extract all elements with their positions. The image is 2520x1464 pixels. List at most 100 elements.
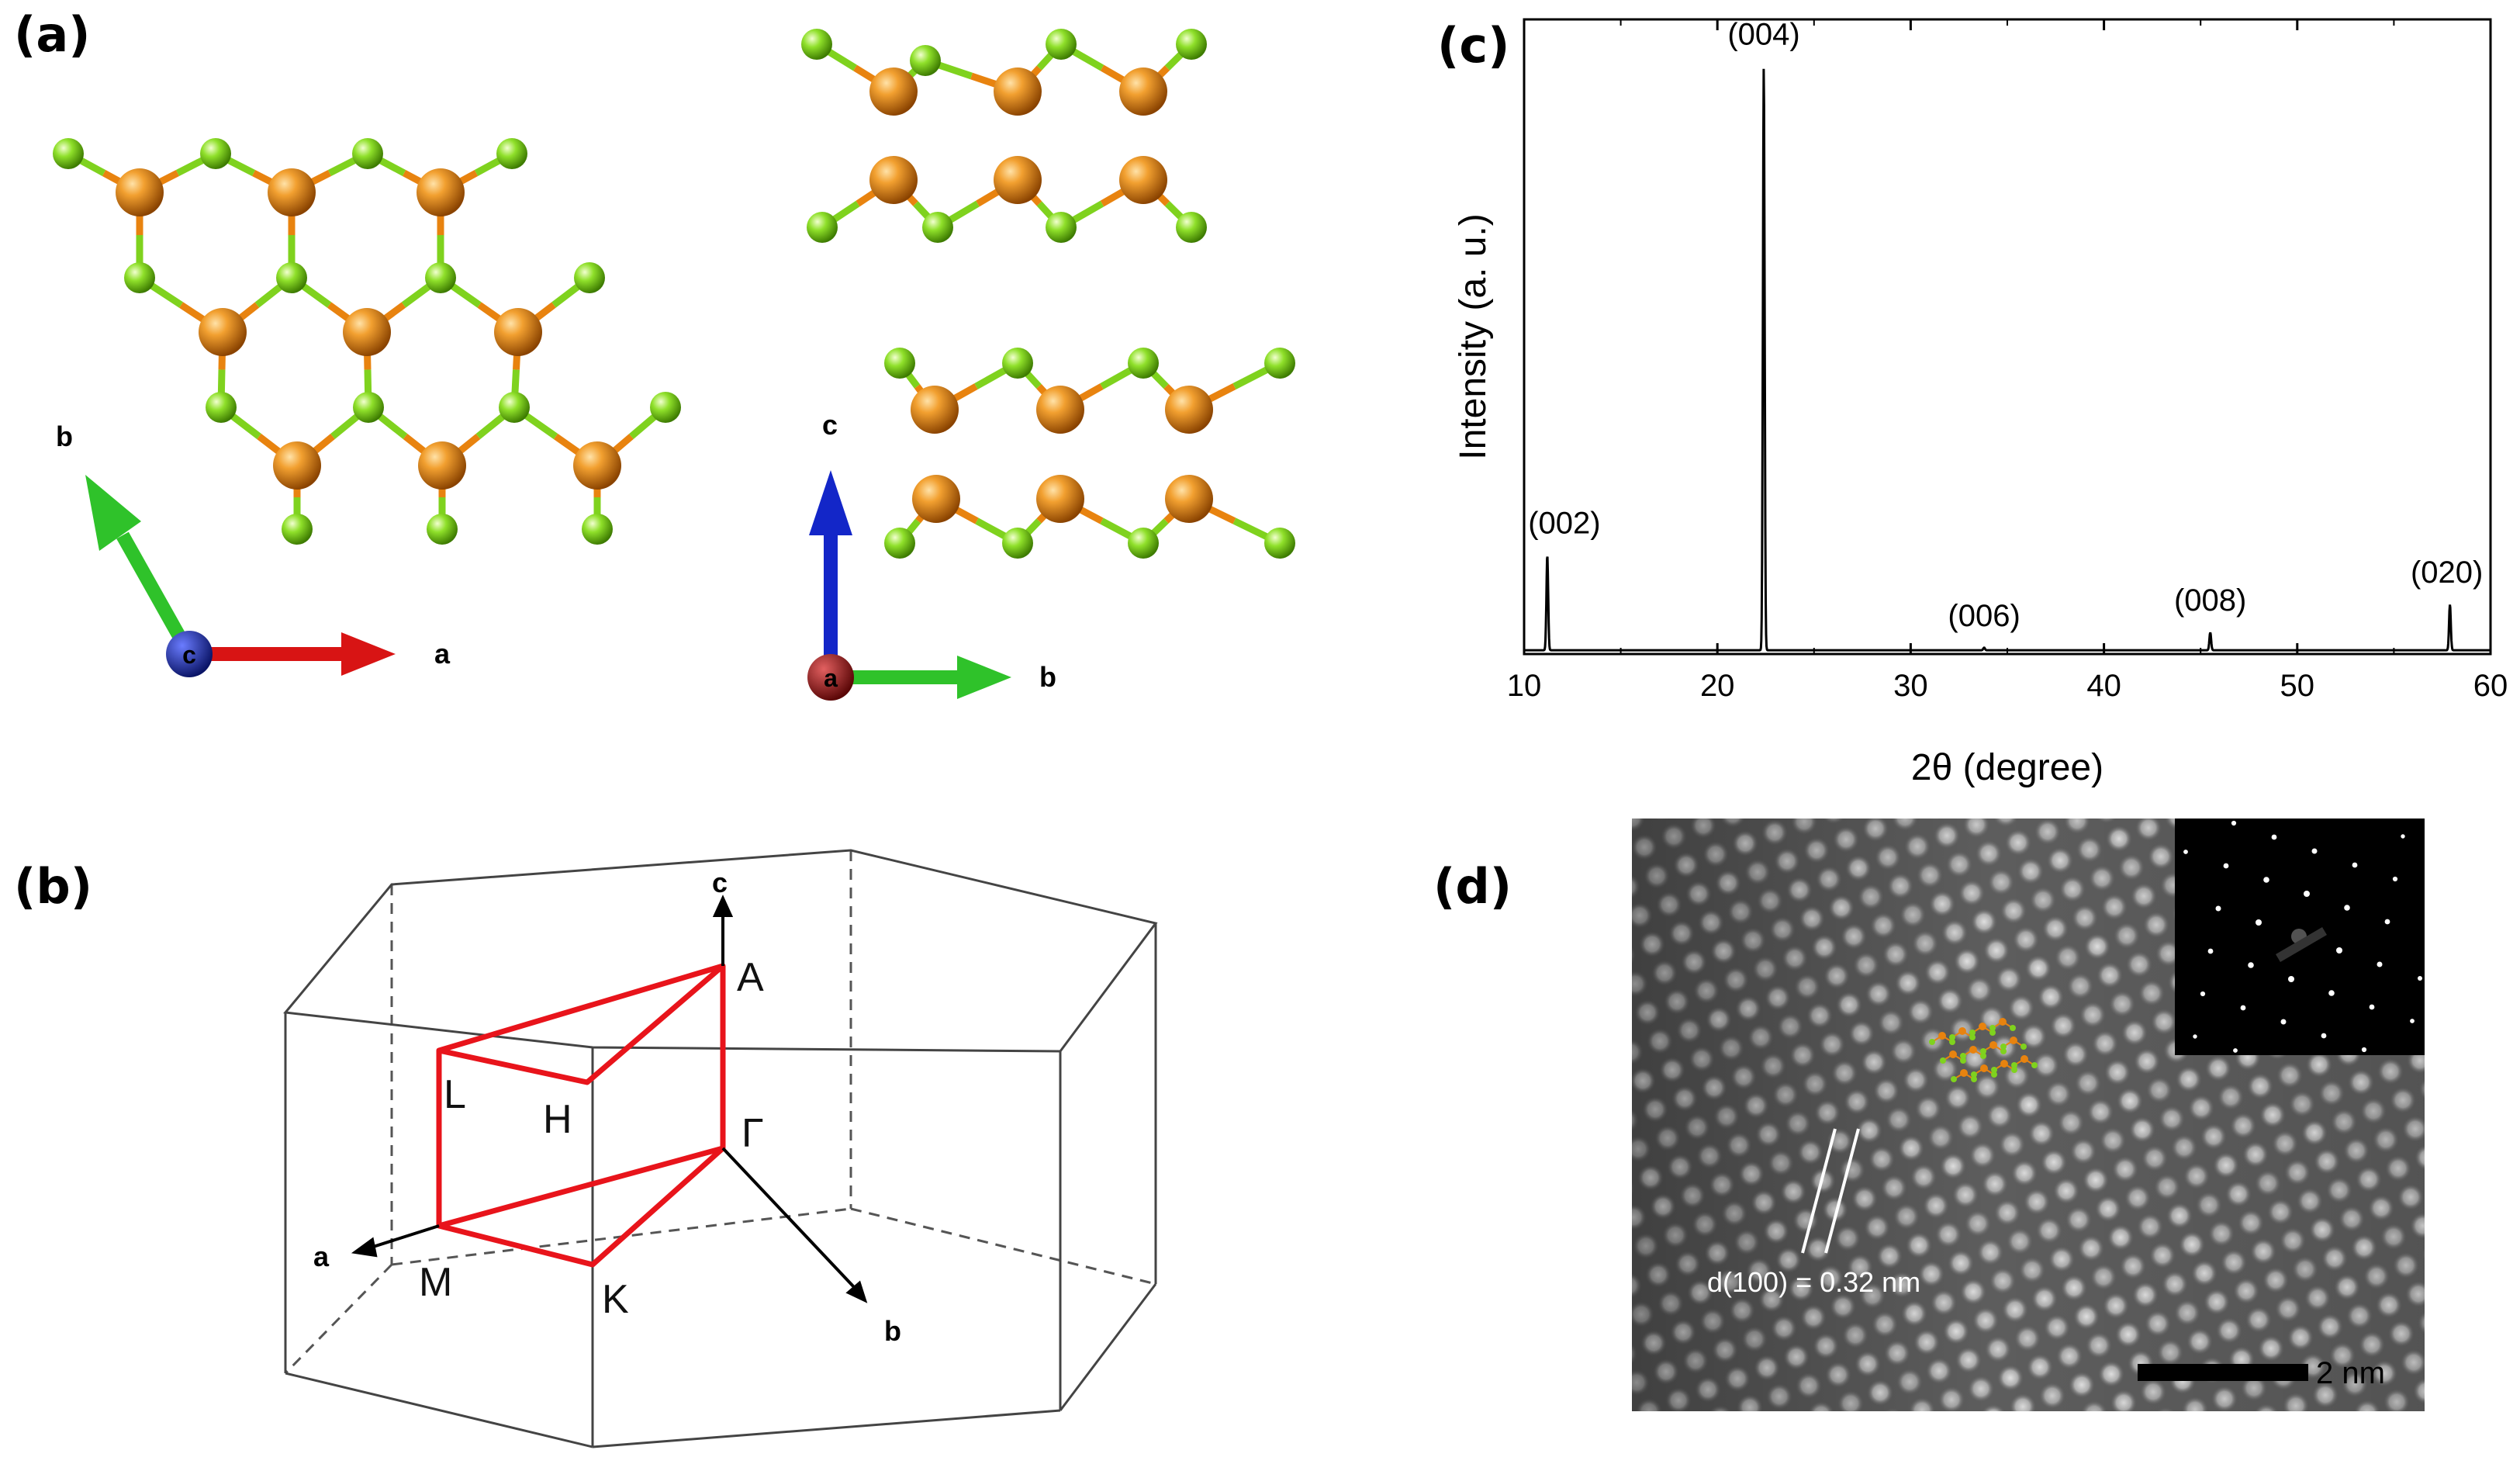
beam-stopper: [2276, 927, 2327, 962]
metal-atom: [1165, 386, 1213, 434]
side-view-axes: a c b: [807, 409, 1056, 701]
metal-atom: [994, 156, 1042, 204]
metal-atom: [343, 308, 391, 356]
nonmetal-atom: [427, 514, 458, 545]
diffraction-spot: [2233, 1048, 2238, 1053]
overlay-nonmetal-atom: [1991, 1067, 1997, 1073]
diffraction-spot: [2392, 876, 2398, 882]
diffraction-spot: [2401, 834, 2405, 839]
side-axis-c-label: c: [822, 409, 838, 441]
overlay-metal-atom: [1958, 1027, 1966, 1035]
nonmetal-atom: [1264, 348, 1295, 379]
diffraction-spot: [2321, 1033, 2327, 1039]
overlay-metal-atom: [2000, 1060, 2008, 1068]
side-origin-label: a: [824, 664, 838, 692]
nonmetal-atom: [206, 392, 237, 423]
x-tick-label: 60: [2473, 669, 2508, 703]
lattice-overlay: [1929, 1018, 2038, 1082]
y-axis-label: Intensity (a. u.): [1453, 213, 1494, 459]
xrd-trace: [1524, 68, 2491, 652]
overlay-nonmetal-atom: [1991, 1071, 1997, 1078]
x-tick-label: 40: [2086, 669, 2121, 703]
nonmetal-atom: [124, 262, 155, 293]
diffraction-spot: [2207, 948, 2214, 954]
overlay-nonmetal-atom: [2031, 1062, 2038, 1068]
metal-atom: [417, 168, 465, 216]
overlay-nonmetal-atom: [1989, 1025, 1996, 1031]
overlay-nonmetal-atom: [1949, 1039, 1955, 1045]
diffraction-spot: [2288, 976, 2294, 982]
nonmetal-atom: [499, 392, 530, 423]
high-symmetry-path: [436, 963, 726, 1268]
nonmetal-atom: [807, 212, 838, 243]
top-origin-label: c: [182, 641, 196, 669]
overlay-metal-atom: [1989, 1041, 1997, 1049]
nonmetal-atom: [1046, 212, 1077, 243]
x-tick-label: 10: [1507, 669, 1542, 703]
nonmetal-atom: [496, 138, 527, 169]
metal-atom: [1036, 386, 1084, 434]
metal-atom: [268, 168, 316, 216]
metal-atom: [418, 441, 466, 490]
diffraction-spot: [2311, 848, 2318, 854]
diffraction-spot: [2248, 962, 2254, 968]
diffraction-spot: [2256, 919, 2262, 926]
metal-atom: [1036, 475, 1084, 523]
nonmetal-atom: [1176, 29, 1207, 60]
overlay-nonmetal-atom: [2011, 1067, 2017, 1073]
bz-axis-c-label: c: [712, 867, 728, 898]
panel-a-label: (a): [14, 6, 91, 63]
hexagonal-prism-frame: [283, 849, 1158, 1448]
nonmetal-atom: [276, 262, 307, 293]
diffraction-spot: [2183, 850, 2188, 854]
bz-axis-b-label: b: [884, 1315, 901, 1347]
overlay-nonmetal-atom: [1960, 1053, 1966, 1059]
diffraction-spot: [2344, 905, 2350, 911]
diffraction-spot: [2410, 1019, 2415, 1023]
nonmetal-atom: [884, 348, 915, 379]
metal-atom: [494, 308, 542, 356]
x-tick-label: 30: [1893, 669, 1928, 703]
metal-atom: [911, 386, 959, 434]
nonmetal-atom: [1128, 528, 1159, 559]
peak-label: (008): [2174, 583, 2246, 618]
diffraction-spot: [2328, 990, 2335, 996]
origin-a-icon: [807, 654, 854, 701]
overlay-metal-atom: [1938, 1032, 1946, 1040]
haadf-stem-image: d(100) = 0.32 nm 2 nm: [1632, 819, 2425, 1411]
overlay-metal-atom: [1969, 1046, 1977, 1054]
peak-label: (004): [1727, 18, 1799, 52]
overlay-metal-atom: [1980, 1064, 1988, 1072]
diffraction-spot: [2361, 1047, 2367, 1053]
overlay-nonmetal-atom: [2000, 1048, 2007, 1054]
metal-atom: [912, 475, 960, 523]
x-axis-label: 2θ (degree): [1911, 747, 2103, 788]
overlay-nonmetal-atom: [1940, 1057, 1946, 1064]
diffraction-spot: [2240, 1005, 2246, 1011]
overlay-nonmetal-atom: [1960, 1057, 1966, 1064]
nonmetal-atom: [910, 45, 941, 76]
bz-axis-a-label: a: [313, 1241, 330, 1272]
nonmetal-atom: [582, 514, 613, 545]
overlay-metal-atom: [1960, 1069, 1968, 1077]
metal-atom: [1119, 67, 1167, 116]
scale-bar-label: 2 nm: [2316, 1356, 2385, 1390]
diffraction-spot: [2369, 1004, 2375, 1010]
nonmetal-atom: [922, 212, 953, 243]
diffraction-spot: [2200, 991, 2206, 997]
overlay-nonmetal-atom: [2000, 1043, 2007, 1050]
metal-atom: [273, 441, 321, 490]
nonmetal-atom: [1046, 29, 1077, 60]
side-axis-b-label: b: [1039, 661, 1056, 693]
diffraction-spot: [2263, 877, 2269, 883]
overlay-nonmetal-atom: [1971, 1071, 1977, 1078]
point-H-label: H: [543, 1097, 572, 1142]
nonmetal-atom: [801, 29, 832, 60]
nonmetal-atom: [1176, 212, 1207, 243]
metal-atom: [116, 168, 164, 216]
nonmetal-atom: [1002, 528, 1033, 559]
plot-frame: [1523, 18, 2492, 656]
nonmetal-atom: [425, 262, 456, 293]
overlay-metal-atom: [2020, 1055, 2028, 1063]
diffraction-spot: [2193, 1034, 2197, 1039]
